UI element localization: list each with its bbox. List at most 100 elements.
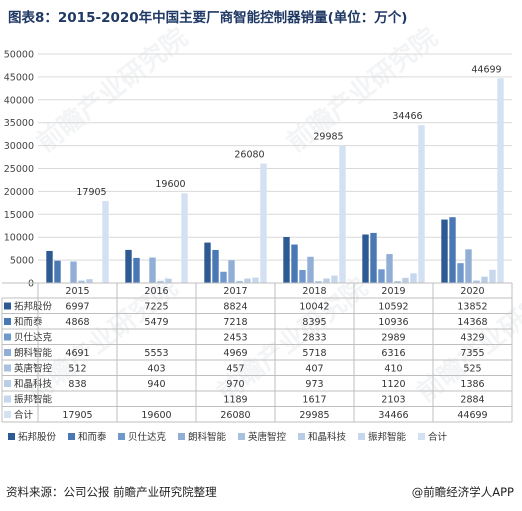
bar-朗科智能 <box>228 260 235 283</box>
y-tick-label: 40000 <box>4 95 34 106</box>
table-row-label: 和而泰 <box>14 316 43 328</box>
legend-swatch <box>8 433 15 440</box>
legend-label: 拓邦股份 <box>18 431 57 443</box>
legend-label: 和而泰 <box>78 431 107 443</box>
table-cell: 10042 <box>299 302 329 313</box>
bar-贝仕达克 <box>378 269 385 283</box>
bar-和晶科技 <box>323 278 330 283</box>
bar-合计 <box>339 145 346 283</box>
bar-英唐智控 <box>157 281 164 283</box>
bar-朗科智能 <box>465 249 472 283</box>
legend-label: 合计 <box>428 431 448 443</box>
table-cell: 7355 <box>460 348 484 359</box>
legend-swatch <box>418 433 425 440</box>
bar-朗科智能 <box>386 254 393 283</box>
table-cell: 29985 <box>299 410 329 421</box>
x-tick-label: 2020 <box>460 286 484 297</box>
bar-朗科智能 <box>70 261 77 283</box>
y-tick-label: 35000 <box>4 118 34 129</box>
table-row-label: 和晶科技 <box>14 378 53 390</box>
table-cell: 407 <box>305 364 323 375</box>
bar-和晶科技 <box>165 278 172 283</box>
table-cell: 2884 <box>460 395 484 406</box>
total-data-label: 19600 <box>155 179 185 190</box>
table-cell: 2989 <box>381 333 405 344</box>
table-cell: 970 <box>226 379 244 390</box>
bar-合计 <box>181 193 188 283</box>
legend-label: 朗科智能 <box>188 431 227 443</box>
x-tick-label: 2015 <box>65 286 89 297</box>
table-cell: 2833 <box>302 333 326 344</box>
y-tick-label: 50000 <box>4 50 34 61</box>
table-cell: 1386 <box>460 379 484 390</box>
bar-贝仕达克 <box>220 271 227 283</box>
bar-英唐智控 <box>78 280 85 283</box>
table-legend-key <box>4 333 11 341</box>
table-cell: 8824 <box>223 302 247 313</box>
y-tick-label: 0 <box>28 279 34 290</box>
table-cell: 2453 <box>223 333 247 344</box>
table-cell: 34466 <box>378 410 408 421</box>
table-cell: 26080 <box>220 410 250 421</box>
legend-swatch <box>178 433 185 440</box>
bar-朗科智能 <box>149 257 156 283</box>
legend-label: 和晶科技 <box>308 431 347 443</box>
table-legend-key <box>4 380 11 387</box>
total-data-label: 17905 <box>76 187 106 198</box>
table-cell: 7218 <box>223 317 247 328</box>
table-cell: 457 <box>226 364 244 375</box>
table-cell: 5553 <box>144 348 168 359</box>
chart: 0 5000 10000 15000 20000 25000 30000 35000 40000… <box>1 50 513 443</box>
table-row-label: 合计 <box>14 409 34 421</box>
legend-label: 贝仕达克 <box>128 431 167 443</box>
table-legend-key <box>4 318 11 325</box>
table-row-label: 振邦智能 <box>14 394 53 406</box>
bar-英唐智控 <box>473 280 480 283</box>
bar-和而泰 <box>54 260 61 283</box>
y-tick-label: 10000 <box>4 233 34 244</box>
table-cell: 44699 <box>457 410 487 421</box>
bar-和晶科技 <box>402 277 409 283</box>
total-data-label: 44699 <box>471 64 501 75</box>
table-row-label: 贝仕达克 <box>14 332 53 344</box>
y-tick-label: 20000 <box>4 187 34 198</box>
bar-拓邦股份 <box>441 219 448 283</box>
bar-振邦智能 <box>410 273 417 283</box>
table-cell: 2103 <box>381 395 405 406</box>
table-cell: 1617 <box>302 395 326 406</box>
bar-振邦智能 <box>331 275 338 283</box>
bar-拓邦股份 <box>283 237 290 283</box>
x-tick-label: 2017 <box>223 286 247 297</box>
y-tick-label: 5000 <box>10 256 34 267</box>
bar-英唐智控 <box>394 281 401 283</box>
total-data-label: 34466 <box>392 111 422 122</box>
bar-拓邦股份 <box>46 250 53 283</box>
table-cell: 10936 <box>378 317 408 328</box>
x-tick-label: 2018 <box>302 286 326 297</box>
bar-英唐智控 <box>315 281 322 283</box>
table-cell: 4969 <box>223 348 247 359</box>
total-data-label: 29985 <box>313 132 343 143</box>
bar-和而泰 <box>291 244 298 283</box>
bar-英唐智控 <box>236 280 243 283</box>
table-row-label: 朗科智能 <box>14 347 53 359</box>
table-cell: 1189 <box>223 395 247 406</box>
table-legend-key <box>4 349 11 356</box>
total-data-label: 26080 <box>234 150 264 161</box>
bar-和晶科技 <box>86 279 93 283</box>
table-cell: 6316 <box>381 348 405 359</box>
bar-振邦智能 <box>489 269 496 283</box>
bar-和而泰 <box>370 232 377 283</box>
bar-和而泰 <box>212 249 219 283</box>
table-cell: 4868 <box>65 317 89 328</box>
y-tick-label: 30000 <box>4 141 34 152</box>
legend-swatch <box>238 433 245 440</box>
legend-swatch <box>298 433 305 440</box>
table-row-label: 拓邦股份 <box>14 301 53 313</box>
bar-拓邦股份 <box>204 242 211 283</box>
table-cell: 13852 <box>457 302 487 313</box>
table-cell: 14368 <box>457 317 487 328</box>
bar-合计 <box>418 125 425 283</box>
table-cell: 10592 <box>378 302 408 313</box>
bar-振邦智能 <box>252 277 259 283</box>
